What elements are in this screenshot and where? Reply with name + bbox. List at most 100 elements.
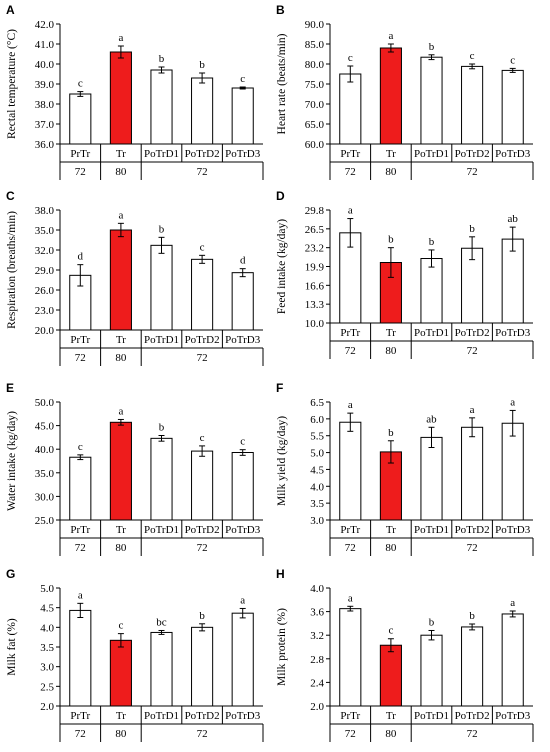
y-tick-label: 40.0: [35, 444, 55, 456]
category-label: PoTrD1: [144, 334, 179, 346]
category-label: PrTr: [340, 148, 360, 160]
category-label: Tr: [386, 327, 396, 339]
y-tick-label: 6.5: [310, 397, 324, 409]
significance-label: a: [240, 594, 245, 606]
y-tick-label: 2.0: [40, 701, 54, 713]
bar-Tr: [379, 644, 402, 707]
thi-group-label: 80: [115, 728, 127, 740]
significance-label: ab: [426, 413, 437, 425]
bar-PoTrD3: [501, 613, 524, 707]
y-tick-label: 2.0: [310, 701, 324, 713]
y-tick-label: 85.0: [305, 39, 325, 51]
significance-label: b: [469, 610, 475, 622]
significance-label: d: [240, 255, 246, 267]
thi-group-label: 80: [385, 728, 397, 740]
thi-group-label: 72: [467, 166, 478, 178]
y-tick-label: 20.0: [35, 325, 55, 337]
bar-PoTrD3: [231, 87, 254, 145]
y-tick-label: 90.0: [305, 19, 325, 31]
y-tick-label: 40.0: [35, 59, 55, 71]
y-tick-label: 19.9: [305, 262, 325, 274]
panel-G: G 2.0 2.5 3.0 3.5 4.0 4.5 5.0 Milk fat (%) 72 80 72…: [6, 567, 264, 742]
significance-label: c: [510, 54, 515, 66]
significance-label: a: [118, 209, 123, 221]
bar-PoTrD2: [461, 426, 484, 521]
category-label: PoTrD2: [185, 710, 220, 722]
bar-PoTrD3: [501, 238, 524, 324]
thi-group-label: 72: [197, 728, 208, 740]
bar-PrTr: [69, 456, 92, 521]
category-label: PoTrD1: [144, 524, 179, 536]
thi-group-label: 72: [75, 542, 86, 554]
category-label: PoTrD3: [495, 148, 531, 160]
category-label: PoTrD3: [225, 334, 261, 346]
significance-label: a: [348, 399, 353, 411]
y-tick-label: 2.8: [310, 654, 324, 666]
significance-label: a: [388, 30, 393, 42]
category-label: PoTrD3: [225, 148, 261, 160]
category-label: PoTrD3: [495, 524, 531, 536]
bar-PrTr: [339, 608, 362, 707]
category-label: PrTr: [340, 327, 360, 339]
panel-letter: D: [276, 189, 285, 203]
thi-group-label: 72: [197, 542, 208, 554]
category-label: PoTrD1: [414, 524, 449, 536]
bar-PoTrD1: [420, 436, 443, 521]
bar-PoTrD1: [420, 634, 443, 707]
y-tick-label: 4.0: [40, 622, 54, 634]
y-axis-title: Feed intake (kg/day): [276, 219, 288, 314]
significance-label: a: [348, 592, 353, 604]
thi-group-label: 72: [345, 345, 356, 357]
thi-group-label: 72: [75, 352, 86, 364]
significance-label: c: [240, 73, 245, 85]
significance-label: c: [78, 441, 83, 453]
significance-label: c: [118, 620, 123, 632]
y-tick-label: 6.0: [310, 414, 324, 426]
y-tick-label: 45.0: [35, 421, 55, 433]
panel-letter: G: [6, 567, 15, 581]
bar-PoTrD2: [461, 626, 484, 707]
y-tick-label: 50.0: [35, 397, 55, 409]
significance-label: c: [240, 436, 245, 448]
significance-label: a: [510, 597, 515, 609]
significance-label: c: [78, 78, 83, 90]
panel-H: H 2.0 2.4 2.8 3.2 3.6 4.0 Milk protein (%) 72 80 7…: [276, 567, 534, 742]
bar-Tr: [109, 229, 132, 331]
significance-label: a: [470, 404, 475, 416]
significance-label: a: [510, 396, 515, 408]
bar-PoTrD2: [461, 65, 484, 145]
thi-group-label: 72: [197, 166, 208, 178]
significance-label: b: [199, 59, 205, 71]
category-label: Tr: [116, 148, 126, 160]
thi-group-label: 80: [385, 542, 397, 554]
category-label: PoTrD3: [225, 524, 261, 536]
significance-label: b: [388, 234, 394, 246]
category-label: PoTrD1: [414, 327, 449, 339]
significance-label: b: [429, 616, 435, 628]
y-tick-label: 60.0: [305, 139, 325, 151]
panel-B: B 60.0 65.0 70.0 75.0 80.0 85.0 90.0 Heart rate …: [276, 3, 534, 180]
bar-PrTr: [339, 421, 362, 521]
y-tick-label: 4.5: [40, 603, 54, 615]
y-tick-label: 35.0: [35, 468, 55, 480]
y-tick-label: 3.0: [310, 515, 324, 527]
y-tick-label: 35.0: [35, 225, 55, 237]
panel-D: D 10.0 13.3 16.6 19.9 23.2 26.5 29.8 Feed intake…: [276, 189, 534, 359]
category-label: PrTr: [340, 710, 360, 722]
category-label: PoTrD1: [144, 148, 179, 160]
panel-C: C 20.0 23.0 26.0 29.0 32.0 35.0 38.0 Respiration…: [6, 189, 264, 366]
y-tick-label: 29.8: [305, 205, 325, 217]
bar-PoTrD1: [150, 69, 173, 145]
category-label: Tr: [386, 148, 396, 160]
y-axis-title: Rectal temperature (°C): [6, 29, 18, 139]
category-label: PoTrD2: [185, 334, 220, 346]
y-tick-label: 4.0: [310, 583, 324, 595]
y-axis-title: Respiration (breaths/min): [6, 211, 18, 329]
panel-letter: F: [276, 381, 283, 395]
significance-label: a: [78, 589, 83, 601]
panel-letter: A: [6, 3, 15, 17]
y-tick-label: 5.0: [40, 583, 54, 595]
category-label: PoTrD3: [495, 710, 531, 722]
y-tick-label: 13.3: [305, 299, 325, 311]
